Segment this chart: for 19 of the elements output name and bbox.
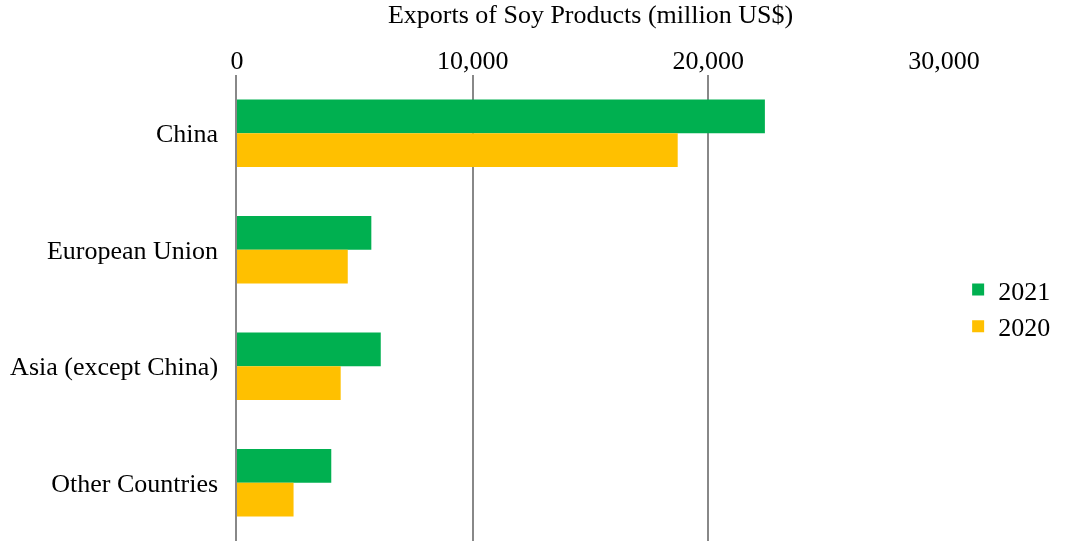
bar xyxy=(237,215,372,250)
y-tick-label: Other Countries xyxy=(51,468,219,498)
bar xyxy=(237,482,294,517)
x-tick-label: 0 xyxy=(230,45,244,75)
x-tick-label: 30,000 xyxy=(908,45,980,75)
bar xyxy=(237,249,348,284)
bar xyxy=(237,448,332,483)
y-tick-label: China xyxy=(155,119,219,149)
bar xyxy=(237,99,765,134)
legend-label: 2020 xyxy=(998,313,1051,343)
x-axis-title: Exports of Soy Products (million US$) xyxy=(387,0,794,29)
x-tick-label: 20,000 xyxy=(672,45,745,75)
x-tick-label: 10,000 xyxy=(436,45,509,75)
y-tick-label: European Union xyxy=(46,235,219,265)
bar xyxy=(237,332,381,367)
y-tick-label: Asia (except China) xyxy=(10,352,219,382)
legend-label: 2021 xyxy=(998,276,1051,306)
bar xyxy=(237,366,341,401)
bar xyxy=(237,133,678,168)
